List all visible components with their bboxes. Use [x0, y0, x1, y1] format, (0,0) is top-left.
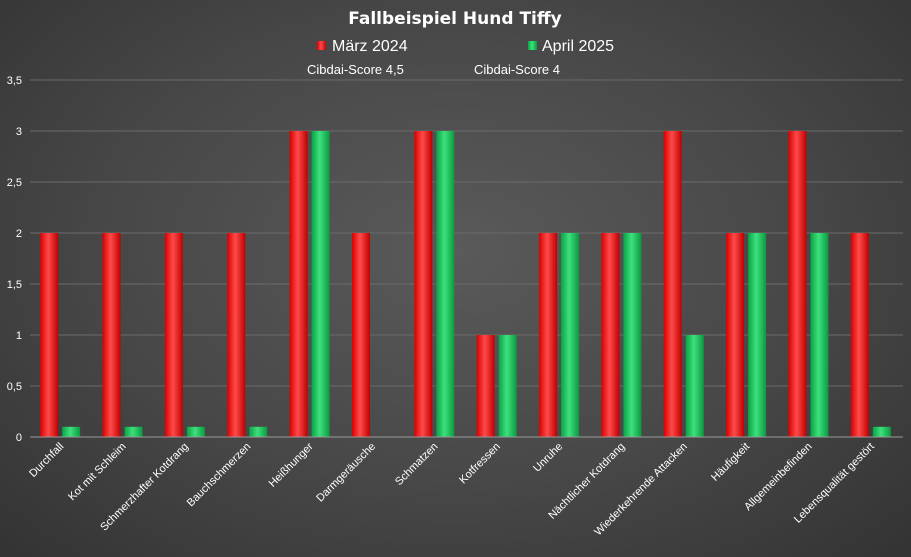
x-tick-label: Schmatzen	[393, 441, 440, 488]
legend-swatch-series-1	[317, 41, 326, 50]
bar-series-1	[788, 131, 807, 437]
bar-series-2	[561, 233, 580, 437]
bar-series-2	[62, 426, 81, 437]
bar-series-2	[748, 233, 767, 437]
bars	[40, 131, 891, 437]
bar-series-1	[351, 233, 370, 437]
bar-series-2	[186, 426, 205, 437]
bar-series-2	[498, 335, 517, 437]
y-tick-label: 1	[16, 330, 22, 342]
bar-series-1	[726, 233, 745, 437]
gridlines	[30, 79, 903, 387]
bar-series-2	[810, 233, 829, 437]
legend-swatch-series-2	[528, 41, 537, 50]
bar-series-2	[249, 426, 268, 437]
bar-series-1	[539, 233, 558, 437]
y-tick-label: 0,5	[7, 381, 22, 393]
y-tick-label: 1,5	[7, 279, 22, 291]
bar-series-2	[436, 131, 455, 437]
bar-series-1	[663, 131, 682, 437]
y-tick-label: 2,5	[7, 177, 22, 189]
x-tick-label: Darmgeräusche	[314, 441, 378, 505]
legend-label-series-2: April 2025	[542, 38, 614, 55]
bar-series-1	[850, 233, 869, 437]
x-tick-label: Kot mit Schleim	[66, 441, 129, 504]
x-tick-label: Durchfall	[27, 441, 66, 480]
x-tick-label: Kotfressen	[457, 441, 503, 487]
y-tick-label: 3,5	[7, 75, 22, 87]
y-tick-label: 0	[16, 432, 22, 444]
score-note-series-1: Cibdai-Score 4,5	[307, 62, 404, 77]
bar-series-1	[164, 233, 183, 437]
bar-series-2	[124, 426, 143, 437]
legend: März 2024 April 2025	[317, 38, 614, 55]
bar-series-1	[601, 233, 620, 437]
bar-series-1	[289, 131, 308, 437]
bar-series-1	[227, 233, 246, 437]
bar-series-2	[685, 335, 704, 437]
x-tick-label: Allgemeinbefinden	[742, 441, 814, 513]
y-tick-label: 3	[16, 126, 22, 138]
x-tick-label: Heißhunger	[267, 440, 316, 489]
bar-series-1	[476, 335, 495, 437]
x-tick-label: Unruhe	[531, 441, 565, 475]
bar-series-2	[311, 131, 330, 437]
y-axis: 0 0,5 1 1,5 2 2,5 3 3,5	[7, 75, 22, 444]
chart-title: Fallbeispiel Hund Tiffy	[348, 9, 561, 29]
bar-series-1	[40, 233, 59, 437]
y-tick-label: 2	[16, 228, 22, 240]
legend-label-series-1: März 2024	[332, 38, 408, 55]
bar-series-1	[102, 233, 121, 437]
bar-series-2	[872, 426, 891, 437]
bar-series-1	[414, 131, 433, 437]
bar-series-2	[623, 233, 642, 437]
x-tick-label: Bauchschmerzen	[185, 441, 254, 510]
score-note-series-2: Cibdai-Score 4	[474, 62, 560, 77]
x-tick-label: Häufigkeit	[709, 441, 752, 484]
